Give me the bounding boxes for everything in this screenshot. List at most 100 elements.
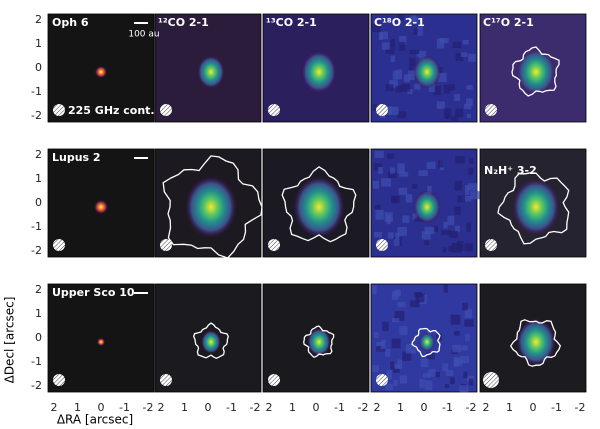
x-tick-label: -1: [442, 401, 453, 414]
panel: [262, 13, 370, 123]
noise: [440, 37, 449, 44]
noise: [397, 111, 407, 119]
noise: [462, 39, 469, 45]
line-label: C¹⁸O 2-1: [374, 16, 425, 29]
y-tick-label: 2: [35, 13, 42, 26]
noise: [402, 351, 412, 361]
noise: [412, 213, 418, 220]
noise: [385, 48, 395, 54]
noise: [395, 232, 400, 240]
x-tick-label: 1: [506, 401, 513, 414]
noise: [373, 332, 379, 339]
noise: [387, 153, 394, 159]
noise: [467, 375, 475, 382]
continuum-label: 225 GHz cont.: [68, 104, 155, 117]
noise: [469, 158, 474, 164]
x-tick-label: -1: [551, 401, 562, 414]
noise: [393, 239, 400, 247]
beam: [483, 372, 499, 388]
noise: [392, 70, 399, 80]
line-label: C¹⁷O 2-1: [483, 16, 534, 29]
noise: [461, 196, 472, 202]
noise: [443, 84, 450, 94]
x-tick-label: 2: [51, 401, 58, 414]
noise: [373, 163, 383, 171]
source-label: Oph 6: [52, 16, 89, 29]
noise: [422, 372, 431, 378]
x-tick-label: 2: [374, 401, 381, 414]
noise: [449, 377, 455, 385]
x-tick-label: -2: [466, 401, 477, 414]
noise: [449, 84, 455, 91]
noise: [398, 187, 408, 195]
noise: [372, 104, 378, 112]
x-tick-label: 2: [158, 401, 165, 414]
noise: [443, 221, 448, 229]
noise: [455, 53, 464, 61]
y-tick-label: 0: [35, 331, 42, 344]
beam: [268, 239, 280, 251]
noise: [448, 245, 455, 252]
noise: [399, 171, 409, 177]
emission: [307, 327, 331, 357]
noise: [381, 178, 392, 187]
noise: [424, 380, 433, 391]
emission: [419, 332, 435, 352]
noise: [387, 232, 394, 239]
noise: [393, 364, 400, 369]
noise: [455, 225, 460, 233]
emission: [301, 50, 337, 94]
emission: [413, 55, 441, 89]
noise: [421, 231, 431, 240]
noise: [459, 356, 470, 364]
noise: [463, 103, 472, 110]
x-tick-label: -1: [334, 401, 345, 414]
x-tick-label: 0: [313, 401, 320, 414]
beam: [485, 104, 497, 116]
noise: [416, 50, 427, 57]
noise: [436, 38, 445, 49]
emission: [516, 48, 556, 96]
noise: [374, 231, 382, 238]
noise: [419, 379, 425, 389]
noise: [409, 300, 420, 308]
noise: [445, 383, 450, 389]
contour: [511, 46, 560, 97]
line-label: ¹³CO 2-1: [266, 16, 317, 29]
panel: [479, 148, 587, 258]
noise: [409, 49, 420, 55]
noise: [403, 74, 411, 83]
y-tick-label: 0: [35, 61, 42, 74]
noise: [437, 72, 447, 82]
x-tick-label: 1: [74, 401, 81, 414]
emission: [185, 175, 237, 239]
panel: [154, 283, 262, 393]
noise: [414, 292, 422, 298]
y-tick-label: 1: [35, 307, 42, 320]
noise: [393, 379, 398, 387]
noise: [454, 94, 461, 101]
x-tick-label: -1: [226, 401, 237, 414]
noise: [399, 41, 406, 51]
noise: [466, 113, 472, 119]
panel: [370, 148, 480, 258]
noise: [395, 85, 402, 93]
noise: [424, 240, 430, 246]
y-tick-label: -1: [31, 220, 42, 233]
noise: [399, 326, 408, 335]
emission: [197, 55, 225, 89]
noise: [464, 243, 473, 252]
noise: [463, 371, 468, 379]
panel: [262, 148, 370, 258]
noise: [393, 367, 400, 373]
noise: [372, 365, 380, 373]
noise: [436, 101, 446, 110]
noise: [469, 378, 474, 386]
panel: [479, 283, 587, 393]
y-tick-label: 2: [35, 283, 42, 296]
emission: [97, 338, 105, 346]
beam: [268, 104, 280, 116]
beam: [53, 104, 65, 116]
noise: [420, 358, 429, 368]
noise: [455, 108, 464, 118]
